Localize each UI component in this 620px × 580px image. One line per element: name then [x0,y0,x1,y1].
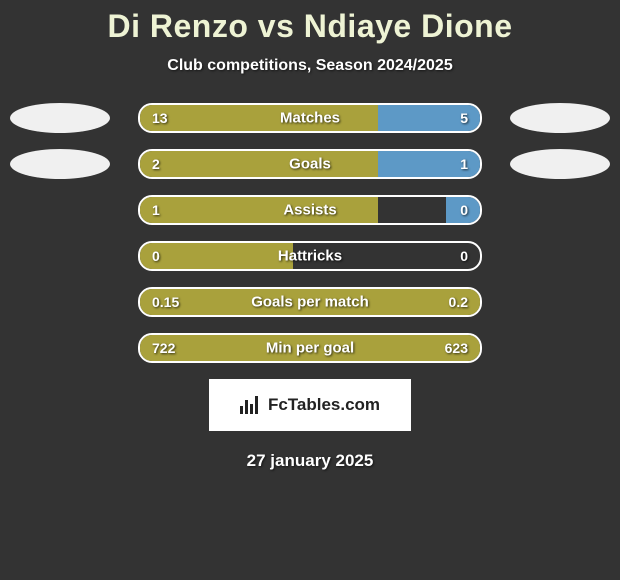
page-title: Di Renzo vs Ndiaye Dione [0,8,620,45]
stat-bar: 135Matches [138,103,482,133]
bar-left-fill [140,151,378,177]
stat-row: 722623Min per goal [0,333,620,363]
stat-row: 21Goals [0,149,620,179]
avatar-spacer [10,241,110,271]
stat-row: 0.150.2Goals per match [0,287,620,317]
avatar-spacer [510,287,610,317]
branding-badge: FcTables.com [209,379,411,431]
stat-bar: 722623Min per goal [138,333,482,363]
player-left-avatar [10,103,110,133]
bar-left-fill [140,105,378,131]
avatar-spacer [510,241,610,271]
stat-row: 00Hattricks [0,241,620,271]
avatar-spacer [510,195,610,225]
avatar-spacer [510,333,610,363]
bar-left-fill [140,197,378,223]
stat-row: 10Assists [0,195,620,225]
bar-left-fill [140,289,480,315]
player-left-avatar [10,149,110,179]
subtitle: Club competitions, Season 2024/2025 [0,57,620,75]
bar-left-fill [140,243,293,269]
stat-bar: 10Assists [138,195,482,225]
bar-right-fill [446,197,480,223]
stat-bar: 00Hattricks [138,241,482,271]
avatar-spacer [10,333,110,363]
stat-rows: 135Matches 21Goals 10Assists 00Hattricks 0.1… [0,103,620,363]
avatar-spacer [10,287,110,317]
comparison-infographic: Di Renzo vs Ndiaye Dione Club competitio… [0,0,620,471]
branding-text: FcTables.com [268,395,380,415]
stat-row: 135Matches [0,103,620,133]
bar-chart-icon [240,396,262,414]
stat-bar: 21Goals [138,149,482,179]
player-right-avatar [510,149,610,179]
date-text: 27 january 2025 [0,451,620,471]
bar-right-fill [378,105,480,131]
player-right-avatar [510,103,610,133]
avatar-spacer [10,195,110,225]
bar-left-fill [140,335,480,361]
bar-right-fill [378,151,480,177]
stat-bar: 0.150.2Goals per match [138,287,482,317]
